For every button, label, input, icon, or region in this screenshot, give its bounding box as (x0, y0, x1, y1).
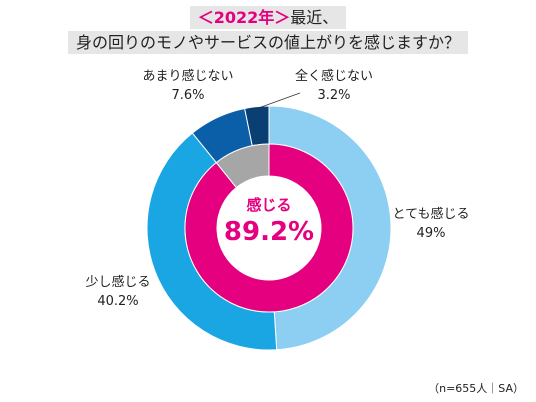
slice-label-1: 少し感じる (85, 274, 150, 290)
slice-label-3: 全く感じない (295, 68, 373, 84)
chart-title: ＜2022年＞最近、 身の回りのモノやサービスの値上がりを感じますか？ (0, 6, 536, 56)
center-value: 89.2% (224, 217, 314, 247)
title-year: ＜2022年＞ (197, 8, 291, 27)
title-line-2: 身の回りのモノやサービスの値上がりを感じますか？ (67, 31, 468, 54)
slice-label-2: あまり感じない (142, 68, 233, 84)
slice-value-3: 3.2% (317, 88, 350, 103)
title-line-1-text: 最近、 (290, 8, 339, 27)
slice-value-1: 40.2% (97, 294, 138, 309)
leader-line (256, 92, 301, 109)
center-label: 感じる (246, 196, 291, 214)
title-line-1: ＜2022年＞最近、 (189, 6, 347, 29)
slice-value-2: 7.6% (171, 88, 204, 103)
sample-note: （n=655人｜SA） (428, 382, 524, 395)
inner-slice-0 (184, 143, 354, 313)
slice-label-0: とても感じる (393, 206, 470, 222)
slice-value-0: 49% (417, 226, 446, 241)
inner-slice-1 (215, 143, 270, 189)
